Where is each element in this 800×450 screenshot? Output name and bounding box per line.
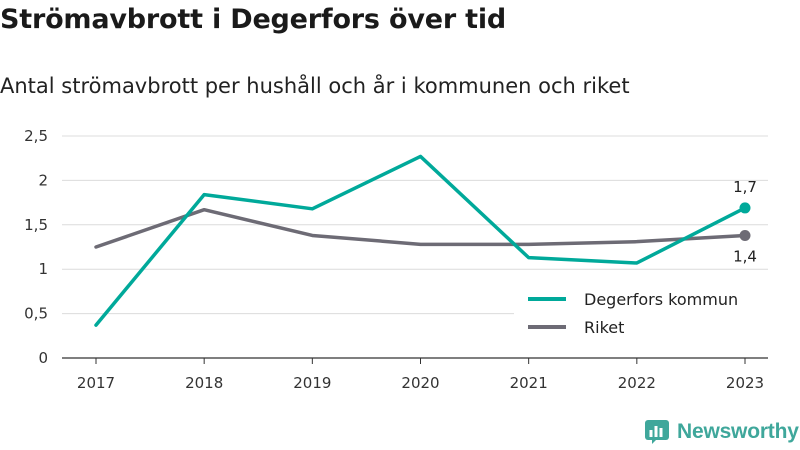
- y-tick-label: 1,5: [24, 216, 48, 234]
- y-tick-label: 2: [38, 171, 48, 189]
- brand-logo: Newsworthy: [644, 419, 799, 445]
- chart-title: Strömavbrott i Degerfors över tid: [0, 4, 507, 35]
- y-tick-label: 0,5: [24, 305, 48, 323]
- y-axis-ticks: 0 0,5 1 1,5 2 2,5: [24, 127, 48, 367]
- y-tick-label: 2,5: [24, 127, 48, 145]
- data-label-riket: 1,4: [733, 247, 757, 265]
- y-tick-label: 1: [38, 260, 48, 278]
- data-labels: 1,7 1,4: [733, 178, 757, 266]
- end-marker-riket: [739, 229, 751, 241]
- end-marker-degerfors: [739, 202, 751, 214]
- x-tick-label: 2019: [293, 374, 331, 392]
- grid-lines: [62, 135, 768, 359]
- series-line-degerfors: [94, 154, 747, 327]
- legend: Degerfors kommun Riket: [514, 284, 768, 344]
- legend-label-riket: Riket: [584, 318, 624, 337]
- data-label-degerfors: 1,7: [733, 178, 757, 196]
- x-axis-ticks: 2017 2018 2019 2020 2021 2022 2023: [77, 358, 764, 392]
- x-tick-label: 2021: [510, 374, 548, 392]
- x-tick-label: 2023: [726, 374, 764, 392]
- y-tick-label: 0: [38, 349, 48, 367]
- series-line-riket: [94, 207, 747, 249]
- x-tick-label: 2017: [77, 374, 115, 392]
- x-tick-label: 2018: [185, 374, 223, 392]
- x-tick-label: 2020: [401, 374, 439, 392]
- chart-subtitle: Antal strömavbrott per hushåll och år i …: [0, 74, 630, 98]
- x-tick-label: 2022: [618, 374, 656, 392]
- series-lines: [94, 154, 751, 327]
- legend-background: [514, 284, 768, 344]
- newsworthy-logo-icon: [645, 420, 669, 444]
- brand-name: Newsworthy: [677, 420, 799, 443]
- legend-label-degerfors: Degerfors kommun: [584, 290, 738, 309]
